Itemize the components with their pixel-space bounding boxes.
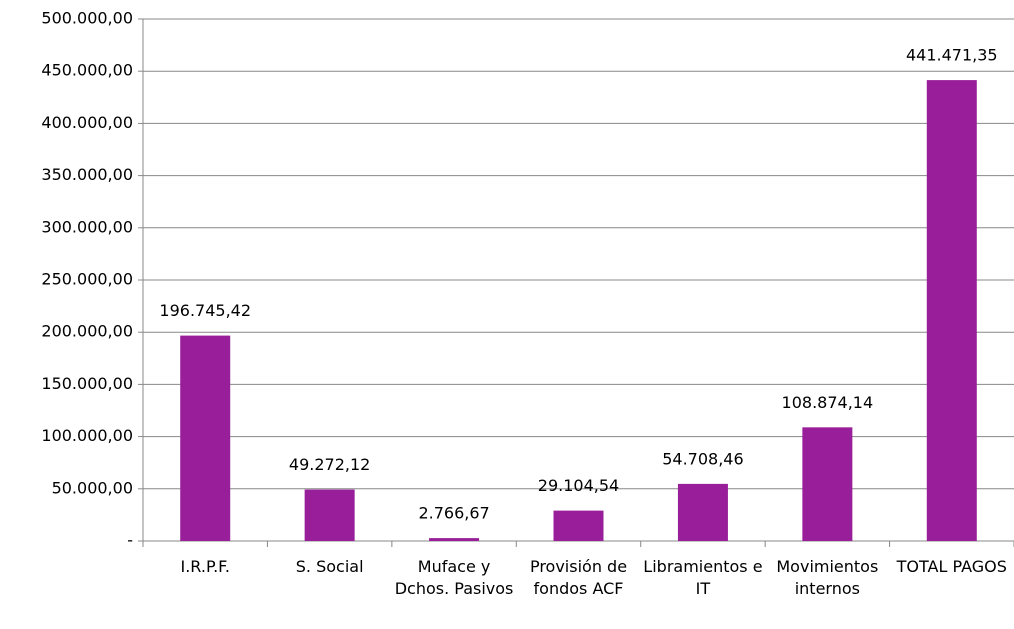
y-tick-label: 400.000,00	[41, 113, 133, 132]
y-tick-label: 50.000,00	[52, 478, 133, 497]
y-tick-label: 150.000,00	[41, 374, 133, 393]
value-label: 196.745,42	[159, 301, 251, 320]
value-label: 49.272,12	[289, 455, 370, 474]
value-label: 29.104,54	[538, 476, 619, 495]
x-tick-label: Muface y Dchos. Pasivos	[394, 557, 514, 598]
value-label: 2.766,67	[418, 504, 489, 523]
y-tick-label: 250.000,00	[41, 270, 133, 289]
value-label: 108.874,14	[782, 393, 874, 412]
x-tick-label: Movimientos internos	[776, 557, 879, 598]
y-tick-label: 350.000,00	[41, 165, 133, 184]
x-tick-label: I.R.P.F.	[180, 557, 230, 576]
y-tick-label: 100.000,00	[41, 426, 133, 445]
x-tick-label: S. Social	[295, 557, 364, 576]
x-tick-label: Provisión de fondos ACF	[529, 557, 628, 598]
x-tick-label: TOTAL PAGOS	[896, 557, 1007, 576]
bar	[429, 538, 480, 541]
bar	[304, 489, 355, 541]
bar	[553, 510, 604, 541]
value-label: 441.471,35	[906, 46, 998, 65]
y-tick-label: 450.000,00	[41, 61, 133, 80]
bar	[926, 80, 977, 541]
y-tick-label: -	[127, 531, 133, 550]
bar	[180, 335, 231, 541]
y-tick-label: 300.000,00	[41, 217, 133, 236]
bar	[802, 427, 853, 541]
value-label: 54.708,46	[662, 449, 743, 468]
y-tick-label: 200.000,00	[41, 322, 133, 341]
bar	[677, 483, 728, 541]
x-tick-label: Libramientos e IT	[643, 557, 763, 598]
y-tick-label: 500.000,00	[41, 9, 133, 28]
